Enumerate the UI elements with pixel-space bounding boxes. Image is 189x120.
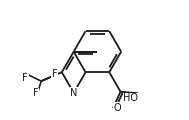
Text: F: F bbox=[52, 69, 57, 79]
Text: HO: HO bbox=[123, 93, 138, 103]
Text: N: N bbox=[70, 88, 77, 98]
Text: O: O bbox=[113, 103, 121, 113]
Text: F: F bbox=[22, 73, 28, 83]
Text: F: F bbox=[33, 88, 39, 98]
